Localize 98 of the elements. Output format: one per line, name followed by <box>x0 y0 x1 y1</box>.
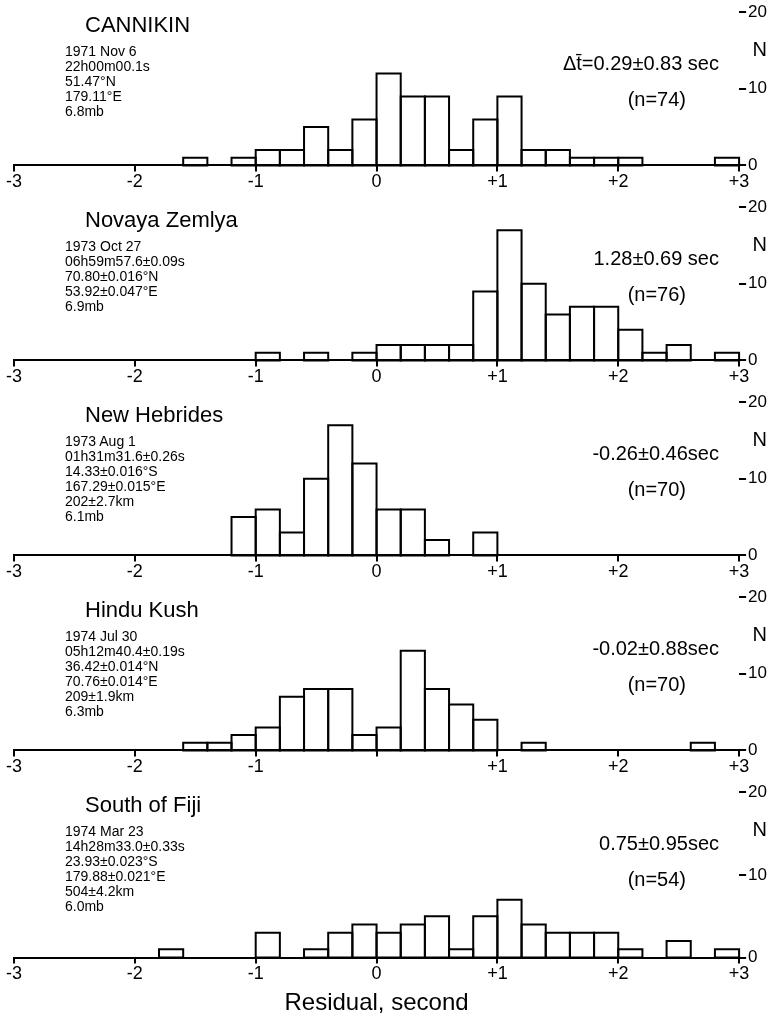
x-tick-label: -1 <box>247 756 264 777</box>
annotation: 0.75±0.95sec <box>599 832 719 855</box>
x-tick-label: -2 <box>126 171 143 192</box>
annotation: 51.47°N <box>65 73 117 89</box>
x-tick-label: +3 <box>728 171 750 192</box>
x-tick-label: -3 <box>5 561 23 582</box>
y-tick-label: 0 <box>748 740 758 760</box>
annotation: 53.92±0.047°E <box>65 283 159 299</box>
annotation: 23.93±0.023°S <box>65 853 159 869</box>
annotation: 01h31m31.6±0.26s <box>65 448 185 464</box>
x-tick-label: +1 <box>487 366 508 387</box>
annotation: 1974 Jul 30 <box>65 628 139 644</box>
x-tick-label: +3 <box>728 561 750 582</box>
chart-title: New Hebrides <box>85 402 224 428</box>
x-tick-label: 0 <box>371 171 382 192</box>
y-tick-label: 10 <box>748 468 768 488</box>
y-tick-label: 0 <box>748 947 758 967</box>
annotation: 1971 Nov 6 <box>65 43 138 59</box>
x-tick-label: +3 <box>728 756 750 777</box>
x-tick-label: +2 <box>607 366 629 387</box>
annotation: (n=74) <box>627 88 686 111</box>
x-tick-label: -1 <box>247 366 264 387</box>
y-tick-label: 10 <box>748 273 768 293</box>
y-tick-label: 20 <box>748 1 768 21</box>
y-tick-label: 20 <box>748 781 768 801</box>
x-tick-label: -2 <box>126 756 143 777</box>
chart-title: South of Fiji <box>85 792 202 818</box>
annotation: (n=70) <box>627 673 686 696</box>
x-tick-label: +1 <box>487 171 508 192</box>
x-tick-label: -2 <box>126 963 143 984</box>
y-axis-title: N <box>752 428 767 451</box>
y-tick-label: 0 <box>748 545 758 565</box>
x-tick-label: +3 <box>728 963 750 984</box>
annotation: 6.8mb <box>65 103 105 119</box>
chart-title: Hindu Kush <box>85 597 199 623</box>
x-tick-label: +2 <box>607 561 629 582</box>
annotation: 179.88±0.021°E <box>65 868 167 884</box>
annotation: 70.80±0.016°N <box>65 268 160 284</box>
y-tick-label: 10 <box>748 864 768 884</box>
x-tick-label: +2 <box>607 756 629 777</box>
x-tick-label: -1 <box>247 171 264 192</box>
annotation: 1973 Oct 27 <box>65 238 143 254</box>
annotation: 22h00m00.1s <box>65 58 150 74</box>
x-tick-label: +3 <box>728 366 750 387</box>
annotation: Δt̄=0.29±0.83 sec <box>562 52 719 75</box>
y-tick-label: 20 <box>748 586 768 606</box>
x-tick-label: 0 <box>371 561 382 582</box>
x-tick-label: +1 <box>487 756 508 777</box>
y-tick-label: 10 <box>748 663 768 683</box>
y-tick-label: 0 <box>748 155 758 175</box>
x-tick-label: -3 <box>5 366 23 387</box>
annotation: -0.26±0.46sec <box>592 442 719 465</box>
annotation: 05h12m40.4±0.19s <box>65 643 185 659</box>
y-axis-title: N <box>752 623 767 646</box>
x-tick-label: -1 <box>247 963 264 984</box>
annotation: 1973 Aug 1 <box>65 433 137 449</box>
x-tick-label: +1 <box>487 561 508 582</box>
annotation: 179.11°E <box>65 88 123 104</box>
annotation: 6.1mb <box>65 508 105 524</box>
y-tick-label: 20 <box>748 196 768 216</box>
x-tick-label: +2 <box>607 171 629 192</box>
y-axis-title: N <box>752 233 767 256</box>
annotation: -0.02±0.88sec <box>592 637 719 660</box>
y-tick-label: 20 <box>748 391 768 411</box>
x-tick-label: -3 <box>5 963 23 984</box>
x-tick-label: -3 <box>5 756 23 777</box>
chart-title: CANNIKIN <box>85 12 191 38</box>
x-tick-label: 0 <box>371 366 382 387</box>
annotation: 14h28m33.0±0.33s <box>65 838 185 854</box>
annotation: 14.33±0.016°S <box>65 463 159 479</box>
annotation: 504±4.2km <box>65 883 136 899</box>
x-tick-label: -2 <box>126 561 143 582</box>
x-tick-label: -2 <box>126 366 143 387</box>
annotation: 167.29±0.015°E <box>65 478 167 494</box>
annotation: 70.76±0.014°E <box>65 673 159 689</box>
x-tick-label: -3 <box>5 171 23 192</box>
y-axis-title: N <box>752 38 767 61</box>
annotation: (n=76) <box>627 283 686 306</box>
x-tick-label: -1 <box>247 561 264 582</box>
annotation: 6.9mb <box>65 298 105 314</box>
x-tick-label: +1 <box>487 963 508 984</box>
annotation: 6.3mb <box>65 703 105 719</box>
annotation: 1.28±0.69 sec <box>593 247 719 270</box>
annotation: 6.0mb <box>65 898 105 914</box>
annotation: 209±1.9km <box>65 688 136 704</box>
annotation: 36.42±0.014°N <box>65 658 160 674</box>
y-axis-title: N <box>752 818 767 841</box>
annotation: 1974 Mar 23 <box>65 823 145 839</box>
x-tick-label: 0 <box>371 963 382 984</box>
annotation: 202±2.7km <box>65 493 136 509</box>
annotation: 06h59m57.6±0.09s <box>65 253 185 269</box>
chart-title: Novaya Zemlya <box>85 207 238 233</box>
x-axis-title: Residual, second <box>284 988 469 1016</box>
y-tick-label: 0 <box>748 350 758 370</box>
y-tick-label: 10 <box>748 78 768 98</box>
annotation: (n=54) <box>627 868 686 891</box>
x-tick-label: +2 <box>607 963 629 984</box>
annotation: (n=70) <box>627 478 686 501</box>
